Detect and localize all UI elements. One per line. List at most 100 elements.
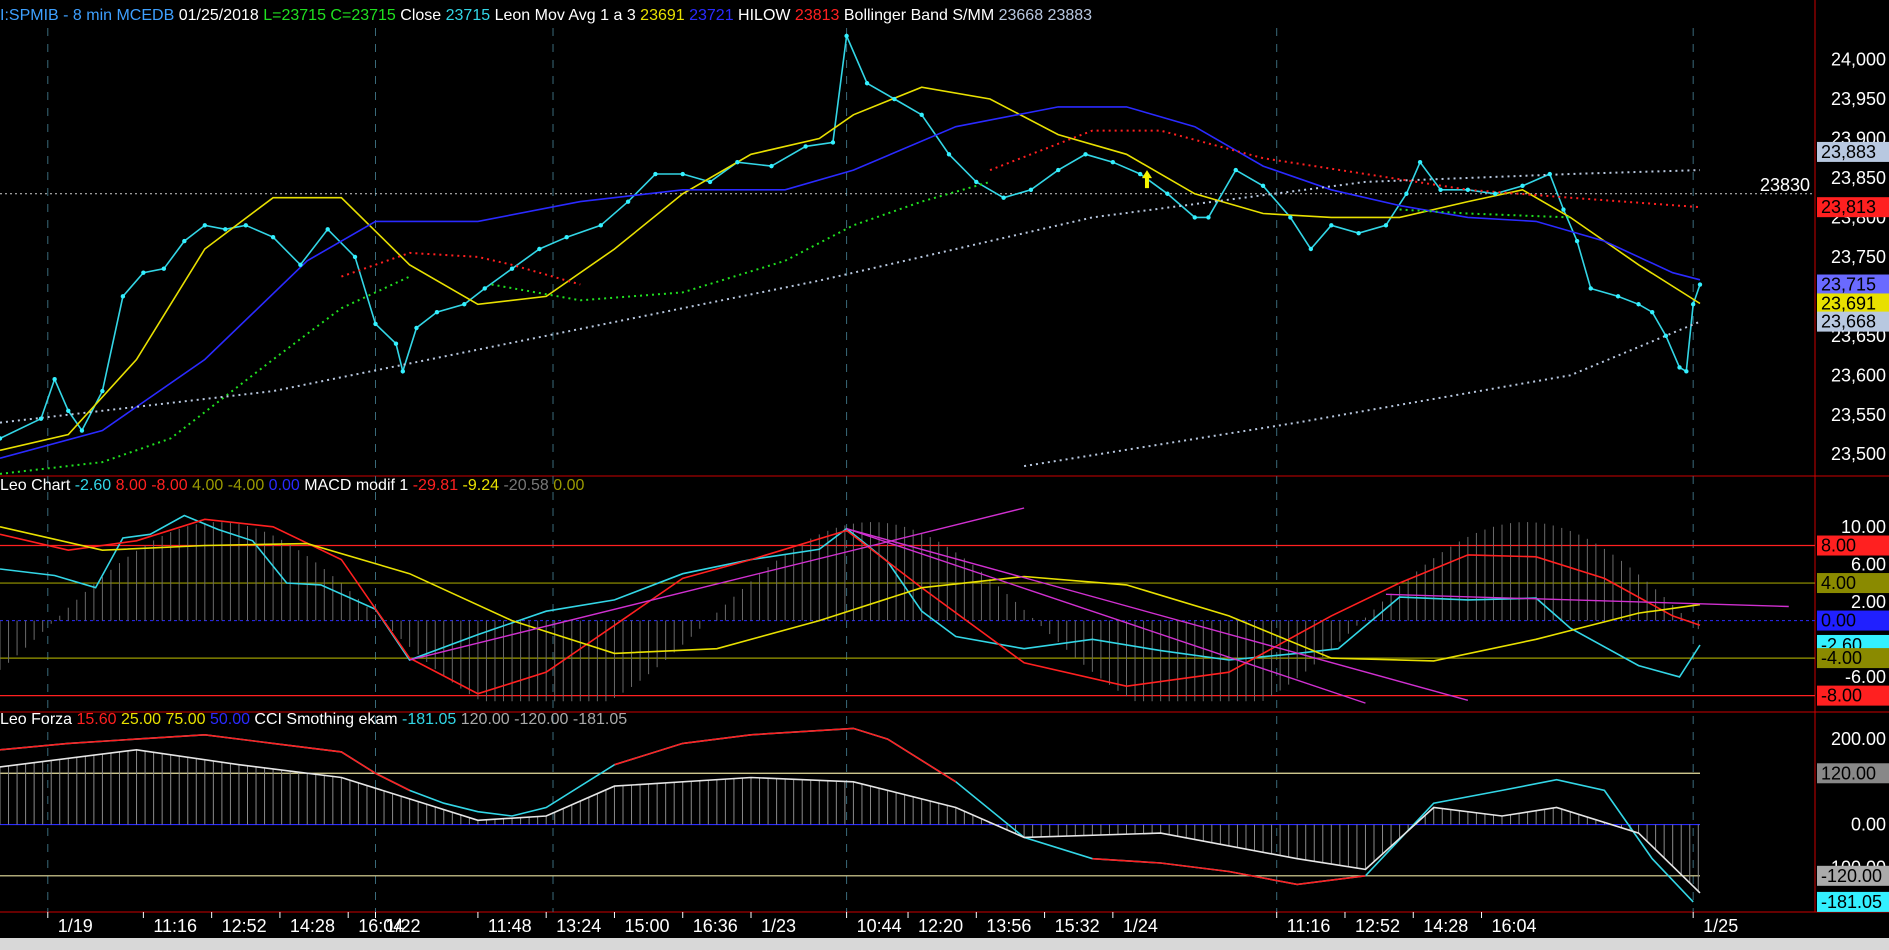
close-point — [974, 179, 979, 185]
close-point — [803, 144, 808, 149]
time-axis-label: 14:28 — [1423, 916, 1468, 936]
close-point — [769, 163, 774, 169]
price-series-0 — [0, 32, 1701, 440]
close-point — [66, 408, 71, 414]
price-series-3 — [341, 251, 581, 286]
close-point — [1492, 191, 1498, 196]
time-axis-label: 11:16 — [1287, 916, 1331, 936]
cci-series-red — [1092, 857, 1366, 886]
close-point — [864, 81, 870, 86]
macd-axis-tick: 6.00 — [1851, 554, 1886, 574]
price-value-tag — [1817, 141, 1889, 162]
close-point — [1137, 171, 1143, 177]
close-point — [1083, 152, 1088, 157]
close-point — [564, 234, 569, 240]
horizontal-scrollbar[interactable] — [0, 938, 1889, 950]
time-axis-label: 16:04 — [1492, 916, 1537, 936]
price-value-tag — [1817, 311, 1889, 332]
time-axis-label: 16:36 — [693, 916, 738, 936]
close-point — [1465, 187, 1471, 193]
close-point — [0, 436, 3, 441]
time-axis-label: 13:56 — [986, 916, 1031, 936]
header-item: Leo Chart — [0, 477, 71, 494]
header-item: -9.24 — [458, 477, 499, 494]
close-point — [223, 227, 228, 232]
close-point — [844, 33, 849, 39]
header-item: -181.05 — [568, 711, 627, 728]
close-point — [1383, 223, 1389, 228]
trend-line[interactable] — [846, 527, 1469, 701]
price-value-tag-text: 23,883 — [1821, 142, 1876, 162]
close-point — [482, 286, 487, 291]
close-point — [1110, 159, 1116, 165]
price-axis-tick: 23,950 — [1831, 89, 1886, 109]
macd-value-tag-text: -4.00 — [1821, 648, 1862, 668]
close-point — [1636, 302, 1641, 307]
header-item: -29.81 — [408, 477, 458, 494]
close-point — [120, 294, 126, 299]
header-item: 50.00 — [206, 711, 251, 728]
header-item: 0.00 — [549, 477, 585, 494]
close-point — [393, 341, 399, 346]
close-point — [1588, 286, 1593, 291]
cci-series-red — [0, 733, 410, 792]
header-item: -181.05 — [398, 711, 457, 728]
cci-series-red — [614, 727, 957, 783]
reference-line-label: 23830 — [1760, 175, 1810, 195]
cci-value-tag-text: 120.00 — [1821, 763, 1876, 783]
macd-value-tag — [1817, 535, 1889, 556]
close-point — [1356, 231, 1361, 236]
close-point — [298, 262, 303, 267]
close-point — [100, 388, 105, 394]
close-point — [202, 223, 208, 228]
macd-value-tag-text: 8.00 — [1821, 536, 1856, 556]
time-axis-label: 14:28 — [290, 916, 335, 936]
close-point — [1677, 365, 1682, 370]
trend-line[interactable] — [846, 527, 1366, 704]
close-point — [1329, 223, 1334, 228]
header-item: Bollinger Band S/MM — [839, 7, 994, 24]
close-point — [598, 223, 604, 228]
time-axis-label: 12:52 — [222, 916, 267, 936]
header-item: 01/25/2018 — [174, 7, 259, 24]
macd-value-tag — [1817, 573, 1889, 594]
close-point — [1684, 369, 1689, 374]
header-item: MCEDB — [112, 7, 174, 24]
close-point — [1650, 309, 1655, 315]
macd-value-tag-text: -8.00 — [1821, 686, 1862, 706]
macd-axis-tick: 2.00 — [1851, 592, 1886, 612]
trend-line[interactable] — [409, 507, 1025, 661]
close-point — [946, 152, 952, 157]
close-point — [892, 96, 897, 102]
price-axis-tick: 24,000 — [1831, 50, 1886, 70]
close-point — [243, 223, 248, 228]
header-item: MACD modif 1 — [300, 477, 409, 494]
trend-line[interactable] — [1385, 593, 1789, 608]
close-point — [653, 171, 658, 177]
price-value-tag-text: 23,691 — [1821, 293, 1876, 313]
header-item: 23813 — [790, 7, 839, 24]
time-axis-label: 12:20 — [918, 916, 963, 936]
header-item: CCI Smothing ekam — [250, 711, 398, 728]
header-item: -20.58 — [499, 477, 549, 494]
price-value-tag — [1817, 293, 1889, 314]
close-point — [270, 234, 276, 240]
price-series-1 — [0, 86, 1701, 452]
cci-value-tag-text: -120.00 — [1821, 866, 1882, 886]
header-item: -4.00 — [223, 477, 264, 494]
close-point — [1663, 333, 1669, 339]
close-point — [1028, 187, 1034, 193]
close-point — [373, 321, 378, 327]
header-item: I:SPMIB - 8 min — [0, 7, 112, 24]
cci-value-tag-text: -181.05 — [1821, 892, 1882, 912]
price-axis-tick: 23,850 — [1831, 168, 1886, 188]
close-point — [1404, 191, 1409, 196]
close-point — [52, 377, 57, 382]
price-value-tag-text: 23,668 — [1821, 312, 1876, 332]
time-axis-label: 1/19 — [58, 916, 93, 936]
header-item: 23691 — [636, 7, 685, 24]
header-item: Close — [396, 7, 441, 24]
close-point — [400, 369, 406, 374]
close-point — [1233, 167, 1238, 173]
